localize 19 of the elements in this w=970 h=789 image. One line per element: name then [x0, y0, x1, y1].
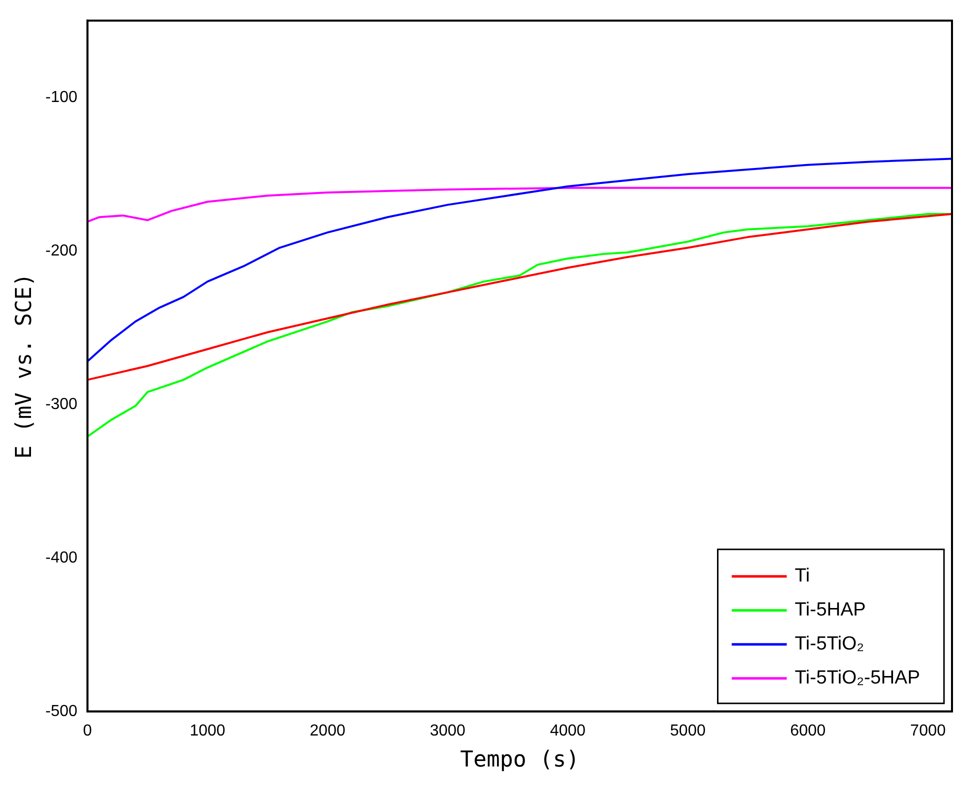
y-tick-label: -300: [45, 396, 78, 413]
x-tick-label: 2000: [310, 722, 346, 740]
x-tick-label: 1000: [190, 722, 226, 740]
x-tick-label: 6000: [790, 722, 826, 740]
legend-label: Ti-5HAP: [794, 600, 866, 621]
y-tick-label: -400: [45, 549, 78, 566]
legend-label: Ti: [794, 566, 810, 587]
x-tick-label: 7000: [910, 722, 946, 740]
x-axis-title: Tempo (s): [460, 748, 580, 773]
y-tick-label: -100: [45, 88, 78, 106]
legend-label: Ti-5TiO₂: [794, 634, 864, 655]
x-tick-label: 0: [82, 722, 92, 740]
x-tick-label: 3000: [430, 722, 466, 740]
y-tick-label: -500: [45, 702, 78, 720]
x-tick-label: 4000: [550, 722, 586, 740]
y-tick-label: -200: [45, 242, 78, 260]
legend-label: Ti-5TiO₂-5HAP: [794, 668, 920, 689]
y-axis-title: E (mV vs. SCE): [12, 273, 37, 459]
x-tick-label: 5000: [670, 722, 706, 740]
